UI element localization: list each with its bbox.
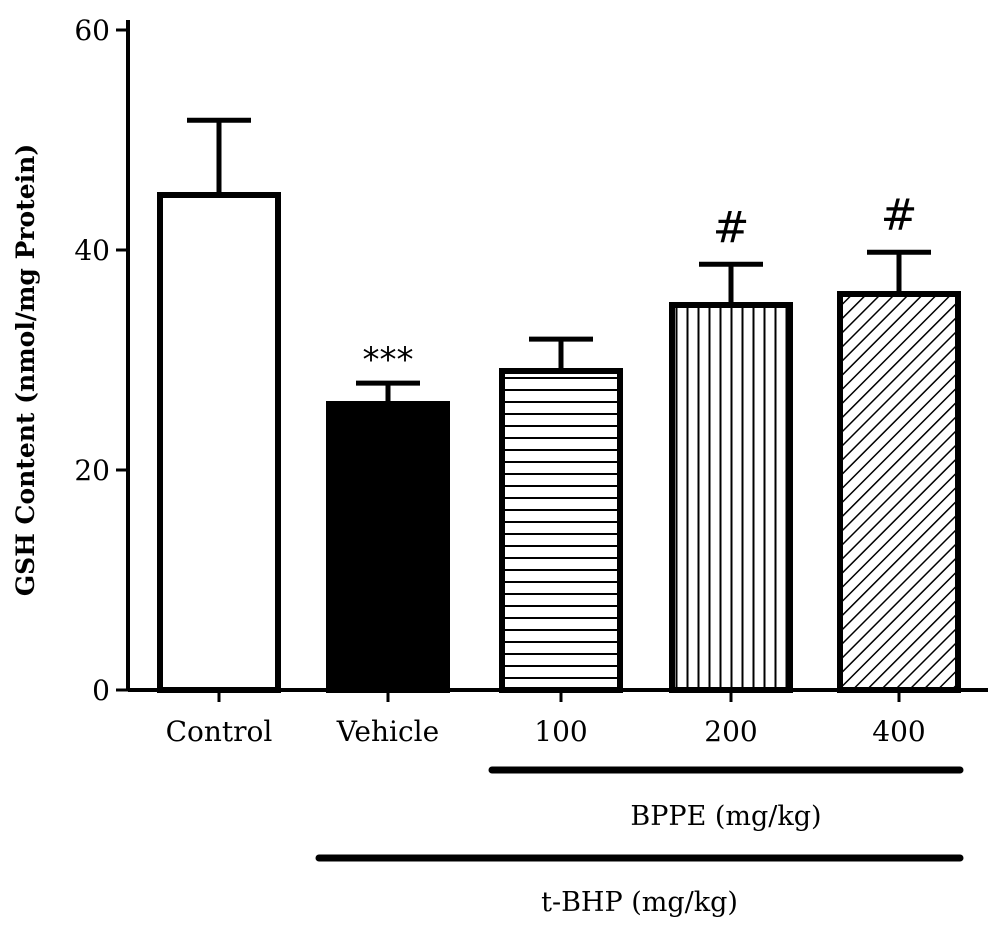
chart-marks: 0 20 40 60 Control Vehicle *** 100 200 #400 # BPPE … [74, 14, 988, 918]
bar-vehicle [326, 401, 450, 693]
bar-200 [669, 302, 793, 693]
y-axis-title: GSH Content (nmol/mg Protein) [11, 144, 40, 596]
y-tick-label: 0 [92, 674, 110, 707]
x-tick-label: 100 [534, 715, 587, 748]
bar-control [157, 192, 281, 693]
y-tick-label: 20 [74, 454, 110, 487]
bar-400 [837, 291, 961, 693]
x-tick-label: 200 [704, 715, 757, 748]
group-label: BPPE (mg/kg) [630, 801, 821, 832]
group-label: t-BHP (mg/kg) [541, 887, 738, 918]
significance-label: *** [363, 340, 414, 380]
significance-label: # [713, 202, 750, 253]
x-tick-label: Control [166, 715, 273, 748]
y-tick-label: 60 [74, 14, 110, 47]
x-tick-label: Vehicle [336, 715, 439, 748]
significance-label: # [881, 190, 918, 241]
x-tick-label: 400 [872, 715, 925, 748]
y-tick-label: 40 [74, 234, 110, 267]
bar-100 [499, 368, 623, 693]
